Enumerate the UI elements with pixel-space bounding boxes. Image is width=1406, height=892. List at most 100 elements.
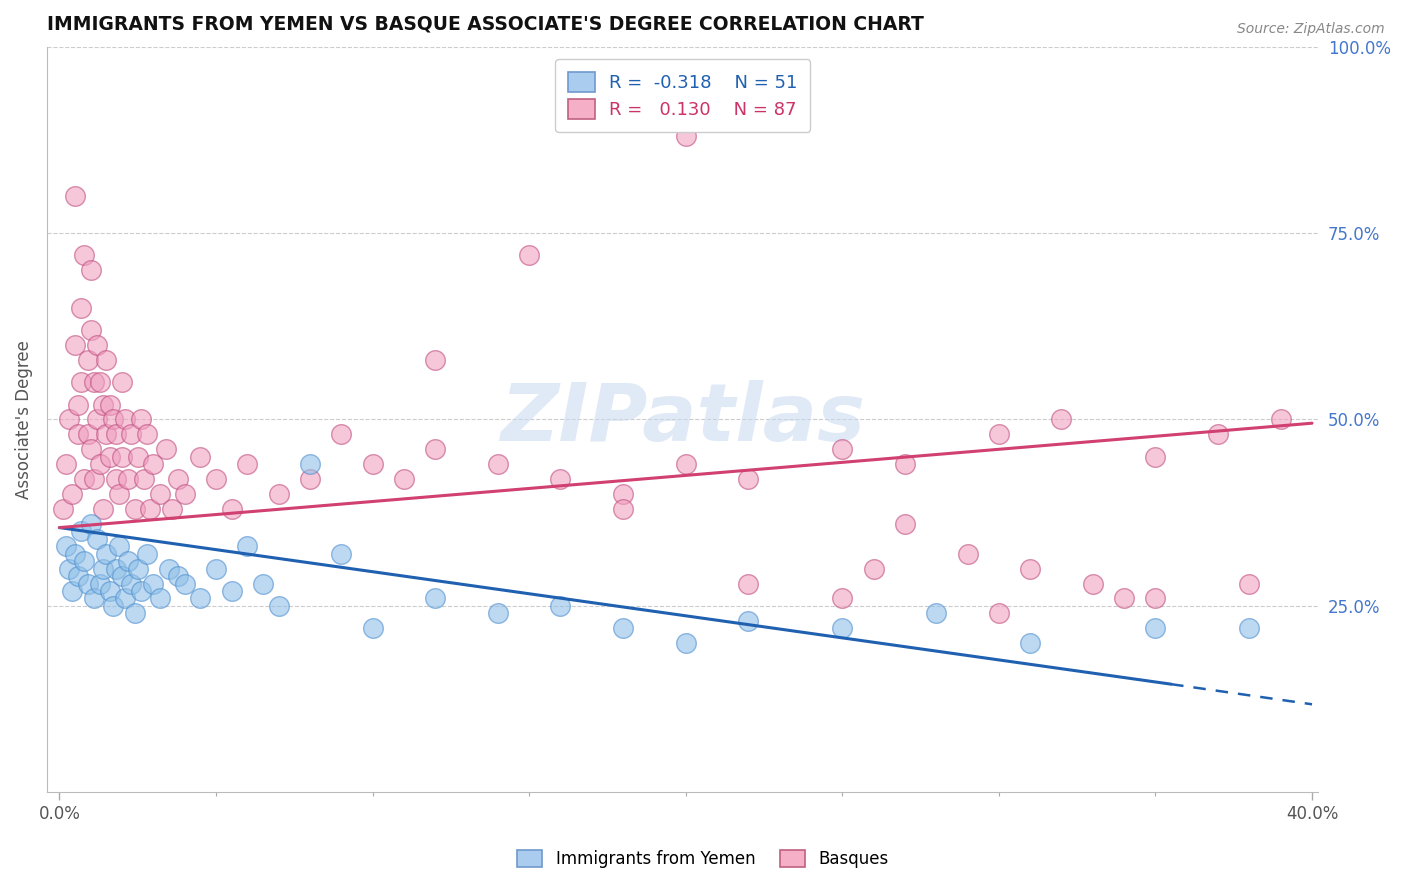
Point (55, 539, 77, 553)
Point (98, 584, 121, 599)
Point (86, 532, 108, 546)
Point (1270, 412, 1292, 426)
Point (987, 427, 1010, 442)
Point (76, 352, 98, 367)
Point (104, 561, 127, 575)
Point (550, 472, 572, 486)
Point (737, 614, 759, 628)
Legend: Immigrants from Yemen, Basques: Immigrants from Yemen, Basques (510, 843, 896, 875)
Point (80, 442, 103, 457)
Point (108, 487, 131, 501)
Point (117, 554, 139, 568)
Point (298, 472, 321, 486)
Point (425, 442, 447, 457)
Point (139, 502, 162, 516)
Point (111, 375, 134, 389)
Point (737, 576, 759, 591)
Point (96, 547, 118, 561)
Point (1019, 561, 1042, 575)
Point (1144, 450, 1167, 464)
Point (831, 442, 853, 457)
Point (80, 323, 103, 337)
Point (132, 472, 155, 486)
Point (129, 584, 152, 599)
Point (124, 502, 146, 516)
Point (76, 427, 98, 442)
Point (86, 412, 108, 426)
Point (1239, 621, 1261, 635)
Point (167, 569, 190, 583)
Point (330, 547, 353, 561)
Point (425, 352, 447, 367)
Point (894, 516, 917, 531)
Point (612, 502, 634, 516)
Point (76, 576, 98, 591)
Text: IMMIGRANTS FROM YEMEN VS BASQUE ASSOCIATE'S DEGREE CORRELATION CHART: IMMIGRANTS FROM YEMEN VS BASQUE ASSOCIAT… (46, 15, 924, 34)
Point (51, 502, 73, 516)
Point (63, 338, 86, 352)
Point (58, 561, 80, 575)
Point (157, 561, 180, 575)
Point (188, 591, 211, 606)
Y-axis label: Associate's Degree: Associate's Degree (15, 340, 32, 499)
Point (486, 457, 509, 471)
Point (612, 621, 634, 635)
Point (155, 442, 177, 457)
Point (517, 248, 540, 262)
Point (127, 561, 149, 575)
Point (1206, 427, 1229, 442)
Point (136, 427, 159, 442)
Point (425, 591, 447, 606)
Point (236, 457, 259, 471)
Point (205, 472, 228, 486)
Text: ZIPatlas: ZIPatlas (501, 381, 865, 458)
Point (127, 450, 149, 464)
Point (108, 539, 131, 553)
Point (86, 338, 108, 352)
Point (91, 398, 114, 412)
Point (98, 450, 121, 464)
Point (96, 427, 118, 442)
Point (80, 516, 103, 531)
Point (63, 547, 86, 561)
Legend: R =  -0.318    N = 51, R =   0.130    N = 87: R = -0.318 N = 51, R = 0.130 N = 87 (555, 60, 810, 132)
Point (80, 263, 103, 277)
Point (60, 584, 83, 599)
Point (550, 599, 572, 613)
Point (70, 301, 93, 315)
Point (120, 576, 142, 591)
Point (894, 457, 917, 471)
Point (167, 472, 190, 486)
Point (149, 591, 172, 606)
Text: Source: ZipAtlas.com: Source: ZipAtlas.com (1237, 22, 1385, 37)
Point (111, 569, 134, 583)
Point (55, 457, 77, 471)
Point (149, 487, 172, 501)
Point (267, 487, 290, 501)
Point (925, 607, 948, 621)
Point (221, 502, 243, 516)
Point (58, 412, 80, 426)
Point (129, 412, 152, 426)
Point (361, 621, 384, 635)
Point (67, 427, 90, 442)
Point (98, 398, 121, 412)
Point (675, 636, 697, 650)
Point (236, 539, 259, 553)
Point (675, 129, 697, 144)
Point (205, 561, 228, 575)
Point (160, 502, 183, 516)
Point (70, 524, 93, 539)
Point (1144, 591, 1167, 606)
Point (89, 457, 111, 471)
Point (267, 599, 290, 613)
Point (737, 472, 759, 486)
Point (124, 607, 146, 621)
Point (120, 427, 142, 442)
Point (392, 472, 415, 486)
Point (486, 607, 509, 621)
Point (67, 569, 90, 583)
Point (330, 427, 353, 442)
Point (60, 487, 83, 501)
Point (83, 591, 105, 606)
